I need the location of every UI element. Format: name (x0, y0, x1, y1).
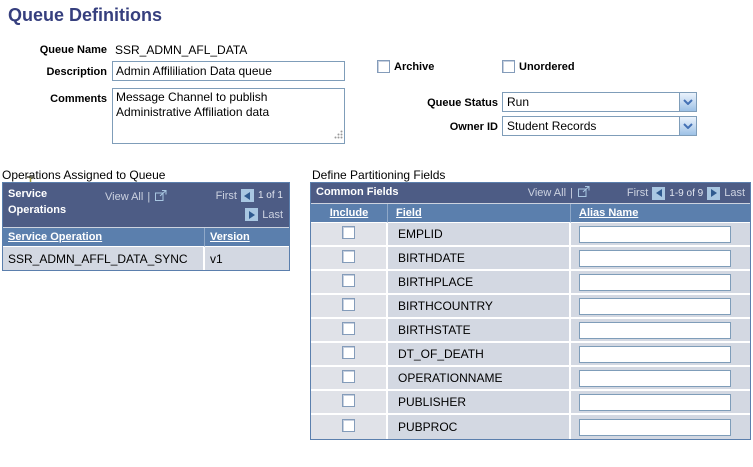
include-checkbox[interactable] (342, 370, 355, 383)
alias-input[interactable] (579, 418, 731, 436)
queue-name-label: Queue Name (39, 44, 107, 56)
first-link[interactable]: First (215, 189, 237, 202)
alias-input[interactable] (579, 369, 731, 387)
first-link[interactable]: First (626, 187, 649, 199)
common-fields-grid-header: Common Fields View All | First 1-9 of 9 … (311, 183, 750, 204)
col-field[interactable]: Field (396, 207, 422, 219)
include-checkbox[interactable] (342, 322, 355, 335)
table-row: BIRTHPLACE (311, 271, 750, 295)
owner-id-select[interactable]: Student Records (502, 116, 697, 136)
alias-input[interactable] (579, 321, 731, 339)
include-checkbox[interactable] (342, 298, 355, 311)
prev-arrow-icon[interactable] (652, 186, 666, 200)
separator: | (147, 191, 151, 203)
service-operations-table: Service Operation Version SSR_ADMN_AFFL_… (3, 228, 289, 270)
row-range: 1-9 of 9 (669, 187, 704, 199)
unordered-label: Unordered (519, 61, 575, 73)
column-header-row: Include Field Alias Name (311, 204, 750, 223)
alias-input[interactable] (579, 393, 731, 411)
owner-id-label: Owner ID (449, 121, 498, 133)
col-alias-name[interactable]: Alias Name (579, 207, 639, 219)
queue-status-label: Queue Status (427, 97, 498, 109)
table-row: BIRTHCOUNTRY (311, 295, 750, 319)
alias-input[interactable] (579, 249, 731, 267)
comments-label: Comments (50, 93, 107, 105)
prev-arrow-icon[interactable] (240, 189, 254, 202)
common-fields-table: Include Field Alias Name EMPLID BIRTHDAT… (311, 204, 750, 439)
table-row: BIRTHDATE (311, 247, 750, 271)
next-arrow-icon[interactable] (245, 208, 259, 221)
archive-label: Archive (394, 61, 435, 73)
include-checkbox[interactable] (342, 394, 355, 407)
dropdown-arrow-icon[interactable] (679, 93, 696, 111)
owner-id-value: Student Records (507, 119, 597, 133)
view-all-link[interactable]: View All (527, 187, 567, 199)
description-input[interactable] (112, 61, 345, 81)
queue-status-value: Run (507, 95, 530, 109)
expand-grid-icon[interactable] (154, 189, 168, 205)
include-checkbox[interactable] (342, 274, 355, 287)
field-name: BIRTHSTATE (388, 319, 571, 343)
col-version[interactable]: Version (210, 231, 250, 243)
table-row: PUBPROC (311, 415, 750, 439)
field-name: PUBPROC (388, 415, 571, 439)
col-service-operation[interactable]: Service Operation (8, 231, 103, 243)
view-all-link[interactable]: View All (105, 191, 144, 203)
include-checkbox[interactable] (342, 250, 355, 263)
field-name: BIRTHCOUNTRY (388, 295, 571, 319)
comments-textarea[interactable]: Message Channel to publish Administrativ… (112, 88, 345, 144)
description-label: Description (46, 66, 107, 78)
table-row: SSR_ADMN_AFFL_DATA_SYNC v1 (3, 247, 289, 270)
alias-input[interactable] (579, 273, 731, 291)
alias-input[interactable] (579, 345, 731, 363)
queue-status-select[interactable]: Run (502, 92, 697, 112)
partitioning-section-label: Define Partitioning Fields (312, 168, 446, 182)
table-row: DT_OF_DEATH (311, 343, 750, 367)
last-link[interactable]: Last (724, 187, 745, 199)
operations-section-label: Operations Assigned to Queue (2, 168, 166, 182)
table-row: PUBLISHER (311, 391, 750, 415)
column-header-row: Service Operation Version (3, 228, 289, 247)
dropdown-arrow-icon[interactable] (679, 117, 696, 135)
grid-title: Common Fields (316, 186, 399, 199)
include-checkbox[interactable] (342, 346, 355, 359)
service-operations-grid: Service Operations View All | First 1 of… (2, 182, 290, 271)
archive-checkbox[interactable] (377, 60, 390, 73)
table-row: BIRTHSTATE (311, 319, 750, 343)
page-title: Queue Definitions (8, 5, 163, 25)
col-include[interactable]: Include (329, 207, 369, 219)
last-link[interactable]: Last (262, 208, 283, 221)
version-value: v1 (205, 247, 289, 270)
row-range: 1 of 1 (257, 190, 283, 201)
field-name: PUBLISHER (388, 391, 571, 415)
service-operations-grid-header: Service Operations View All | First 1 of… (3, 183, 289, 228)
include-checkbox[interactable] (342, 419, 355, 432)
table-row: OPERATIONNAME (311, 367, 750, 391)
separator: | (570, 187, 573, 199)
alias-input[interactable] (579, 225, 731, 243)
field-name: OPERATIONNAME (388, 367, 571, 391)
service-operation-value: SSR_ADMN_AFFL_DATA_SYNC (3, 247, 205, 270)
unordered-checkbox[interactable] (502, 60, 515, 73)
table-row: EMPLID (311, 223, 750, 247)
field-name: BIRTHPLACE (388, 271, 571, 295)
field-name: BIRTHDATE (388, 247, 571, 271)
next-arrow-icon[interactable] (707, 186, 721, 200)
common-fields-grid: Common Fields View All | First 1-9 of 9 … (310, 182, 751, 440)
field-name: EMPLID (388, 223, 571, 247)
alias-input[interactable] (579, 297, 731, 315)
field-name: DT_OF_DEATH (388, 343, 571, 367)
expand-grid-icon[interactable] (577, 185, 591, 201)
grid-title: Service Operations (8, 188, 67, 216)
queue-name-value: SSR_ADMN_AFL_DATA (115, 43, 248, 57)
include-checkbox[interactable] (342, 226, 355, 239)
